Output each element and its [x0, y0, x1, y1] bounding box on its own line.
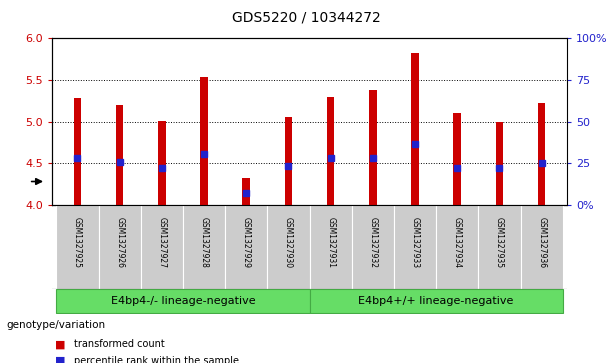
Bar [267, 205, 310, 289]
Bar [352, 205, 394, 289]
Text: GSM1327936: GSM1327936 [537, 217, 546, 268]
Bar [200, 77, 208, 205]
Text: E4bp4-/- lineage-negative: E4bp4-/- lineage-negative [110, 296, 255, 306]
Bar [158, 121, 166, 205]
Text: GSM1327928: GSM1327928 [200, 217, 208, 268]
Text: GSM1327930: GSM1327930 [284, 217, 293, 268]
Bar [116, 105, 123, 205]
Bar [310, 205, 352, 289]
Bar [310, 289, 563, 314]
Bar [284, 117, 292, 205]
Bar [243, 178, 250, 205]
Bar [56, 289, 310, 314]
Bar [394, 205, 436, 289]
Bar [411, 53, 419, 205]
Text: GSM1327933: GSM1327933 [411, 217, 419, 268]
Bar [225, 205, 267, 289]
Bar [436, 205, 478, 289]
Text: genotype/variation: genotype/variation [6, 320, 105, 330]
Bar [74, 98, 82, 205]
Text: GSM1327932: GSM1327932 [368, 217, 378, 268]
Text: GSM1327927: GSM1327927 [158, 217, 166, 268]
Text: GSM1327926: GSM1327926 [115, 217, 124, 268]
Bar [478, 205, 520, 289]
Text: GSM1327925: GSM1327925 [73, 217, 82, 268]
Text: GSM1327931: GSM1327931 [326, 217, 335, 268]
Bar [369, 90, 376, 205]
Bar [520, 205, 563, 289]
Text: GSM1327934: GSM1327934 [453, 217, 462, 268]
Text: ■: ■ [55, 356, 66, 363]
Bar [454, 113, 461, 205]
Bar [141, 205, 183, 289]
Text: percentile rank within the sample: percentile rank within the sample [74, 356, 238, 363]
Bar [99, 205, 141, 289]
Text: GSM1327935: GSM1327935 [495, 217, 504, 268]
Text: GSM1327929: GSM1327929 [242, 217, 251, 268]
Text: E4bp4+/+ lineage-negative: E4bp4+/+ lineage-negative [359, 296, 514, 306]
Bar [538, 103, 546, 205]
Text: GDS5220 / 10344272: GDS5220 / 10344272 [232, 11, 381, 25]
Bar [56, 205, 99, 289]
Bar [327, 97, 335, 205]
Bar [496, 122, 503, 205]
Bar [183, 205, 225, 289]
Text: ■: ■ [55, 339, 66, 350]
Text: transformed count: transformed count [74, 339, 164, 350]
